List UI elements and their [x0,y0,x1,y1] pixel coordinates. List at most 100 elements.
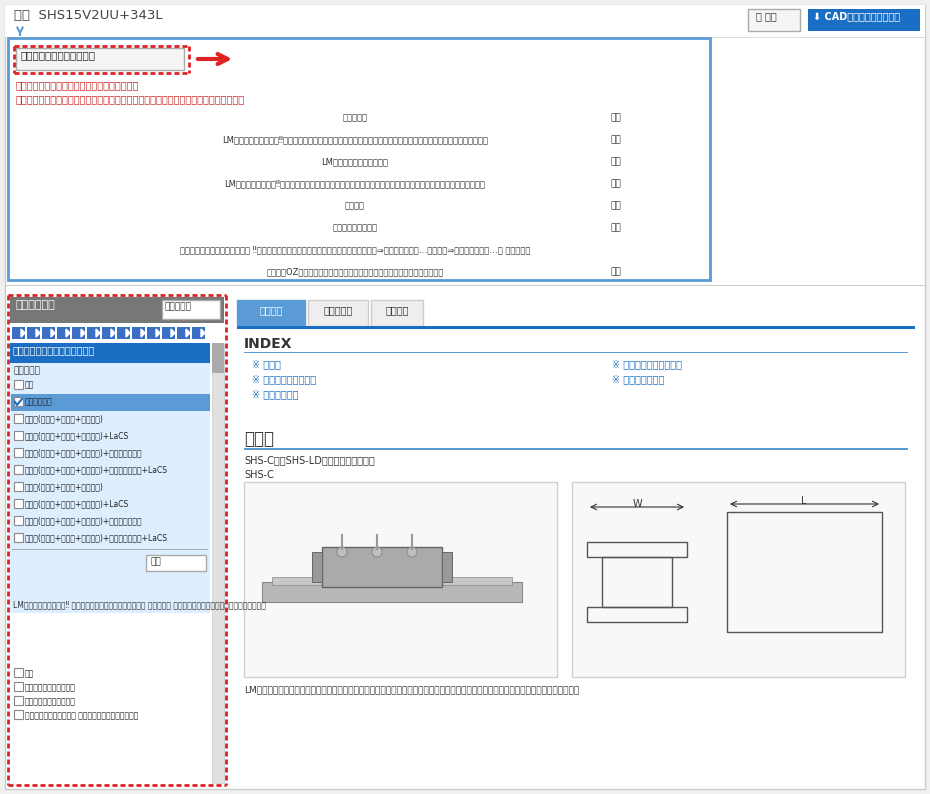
Bar [14,533,23,542]
Bar [42,327,55,339]
Text: 追加工・オプションを選択する: 追加工・オプションを選択する [13,345,95,355]
Text: L: L [802,496,806,506]
Bar [5,285,925,286]
Polygon shape [141,329,145,337]
Bar [237,326,915,329]
Text: ※ 外形図: ※ 外形図 [252,359,281,369]
Text: すべて解除: すべて解除 [164,302,191,311]
Bar [602,557,672,607]
Bar [8,38,710,280]
Polygon shape [171,329,175,337]
Bar [212,343,224,783]
Bar [27,327,40,339]
Text: シール(エンド+サイド+インナー)+金属スクレーパ+LaCS: シール(エンド+サイド+インナー)+金属スクレーパ+LaCS [25,465,168,474]
Bar [14,482,23,491]
Text: スチールテープ付き: スチールテープ付き [333,223,378,232]
Text: ※ 使用方法・使用事例: ※ 使用方法・使用事例 [252,374,316,384]
Polygon shape [21,329,25,337]
Bar [244,448,908,449]
Text: なし: なし [610,201,620,210]
Bar [572,482,905,677]
Polygon shape [201,329,205,337]
Bar [244,482,557,677]
Polygon shape [36,329,40,337]
Bar [162,300,220,319]
Text: LMレール表面処理（‼レールとブロックで異なる表面処理や、レールのみ・ブロックのみの表面処理は製作不可）: LMレール表面処理（‼レールとブロックで異なる表面処理や、レールのみ・ブロックの… [224,179,485,188]
Text: INDEX: INDEX [244,337,293,351]
Circle shape [407,547,417,557]
Text: シール(ダブル+サイド+インナー): シール(ダブル+サイド+インナー) [25,482,104,491]
Text: シール(エンド+サイド+インナー): シール(エンド+サイド+インナー) [25,414,104,423]
Text: なし: なし [610,223,620,232]
Bar [14,696,23,705]
Bar [14,431,23,440]
Text: ※ 注意・禁止事項: ※ 注意・禁止事項 [612,374,664,384]
Bar [312,552,322,582]
Text: ⬇ CADデータダウンロード: ⬇ CADデータダウンロード [813,11,900,21]
Bar [14,448,23,457]
Circle shape [372,547,382,557]
Bar [146,555,206,571]
Polygon shape [81,329,85,337]
Bar [14,516,23,525]
Circle shape [337,547,347,557]
Bar [14,682,23,691]
Bar [72,327,85,339]
Bar [14,499,23,508]
Bar [11,394,210,411]
Polygon shape [126,329,130,337]
Bar [237,300,305,326]
Text: 防塵用記号: 防塵用記号 [342,113,367,122]
Text: （変更する場合は「追加工・オプションを見る」を押して、設定し直してください。）: （変更する場合は「追加工・オプションを見る」を押して、設定し直してください。） [16,94,246,104]
Bar [162,327,175,339]
Bar [10,363,210,613]
Bar [57,327,70,339]
Text: 同一平面に使用される軸数記号 ‼必要軸数の個数でご注文数を入力ください。（軸数２⇒注文数：２、４…、軸数３⇒注文数：３、６…） 必要軸数１: 同一平面に使用される軸数記号 ‼必要軸数の個数でご注文数を入力ください。（軸数２… [179,245,530,254]
Bar [117,327,130,339]
Text: W: W [632,499,642,509]
Bar [102,327,115,339]
Text: LMレールタップタイプ記号: LMレールタップタイプ記号 [322,157,389,166]
Text: なし: なし [25,380,34,389]
Bar [5,37,925,38]
Bar [308,300,368,326]
Text: なし: なし [610,113,620,122]
Text: キャップ: キャップ [345,201,365,210]
Bar [322,547,442,587]
Polygon shape [111,329,115,337]
Text: シール(ダブル+サイド+インナー)+金属スクレーパ: シール(ダブル+サイド+インナー)+金属スクレーパ [25,516,142,525]
Text: 防振装置OZ（ありを選択するには、何れかの防塵用記号の指定が必要です）: 防振装置OZ（ありを選択するには、何れかの防塵用記号の指定が必要です） [266,267,444,276]
Text: LMブロックのフランジ部にタップ加工。上下どちらからでも取付けが可能。テーブルに取付ボルト用の貫通稴があれれない場合に使用。: LMブロックのフランジ部にタップ加工。上下どちらからでも取付けが可能。テーブルに… [244,685,579,694]
Bar [748,9,800,31]
Text: ※ 製品比較情報: ※ 製品比較情報 [252,389,299,399]
Polygon shape [156,329,160,337]
Polygon shape [96,329,100,337]
Bar [727,512,882,632]
Bar [212,343,224,373]
Text: LMブロック表面処理（‼レールとブロックで異なる表面処理や、レールのみ・ブロックのみの表面処理は製作不可）: LMブロック表面処理（‼レールとブロックで異なる表面処理や、レールのみ・ブロック… [222,135,488,144]
Bar [14,668,23,677]
Bar [147,327,160,339]
Text: SHS-C形、SHS-LD形の外形図・規格表: SHS-C形、SHS-LD形の外形図・規格表 [244,455,375,465]
Text: 工業用黒クロム皮膜処理: 工業用黒クロム皮膜処理 [25,697,76,706]
Text: LMブロック表面処理（‼ レールとブロックで異なる表面処理 や、レール のみ・ブロックのみの表面処理は製作不可）: LMブロック表面処理（‼ レールとブロックで異なる表面処理 や、レール のみ・ブ… [13,600,266,609]
Text: シール(エンド+サイド+インナー)+LaCS: シール(エンド+サイド+インナー)+LaCS [25,431,129,440]
Text: エンドシール: エンドシール [25,397,53,406]
Text: 絞り込み条件: 絞り込み条件 [15,300,55,310]
Text: 防塵用記号: 防塵用記号 [13,366,40,375]
Text: 追加工・オプションを見る: 追加工・オプションを見る [20,50,95,60]
Bar [587,607,687,622]
Text: なし: なし [610,135,620,144]
Bar [244,352,908,353]
Bar [14,710,23,719]
Text: 🔷 保存: 🔷 保存 [756,11,777,21]
Bar [177,327,190,339]
Bar [10,297,224,323]
Text: 工業用黒クロム皮膜処理 特殊フッ素樹脂コーティング: 工業用黒クロム皮膜処理 特殊フッ素樹脂コーティング [25,711,139,720]
Text: なし: なし [610,179,620,188]
Polygon shape [51,329,55,337]
Bar [132,327,145,339]
Bar [808,9,920,31]
Text: シール(ダブル+サイド+インナー)+LaCS: シール(ダブル+サイド+インナー)+LaCS [25,499,129,508]
Bar [12,327,25,339]
